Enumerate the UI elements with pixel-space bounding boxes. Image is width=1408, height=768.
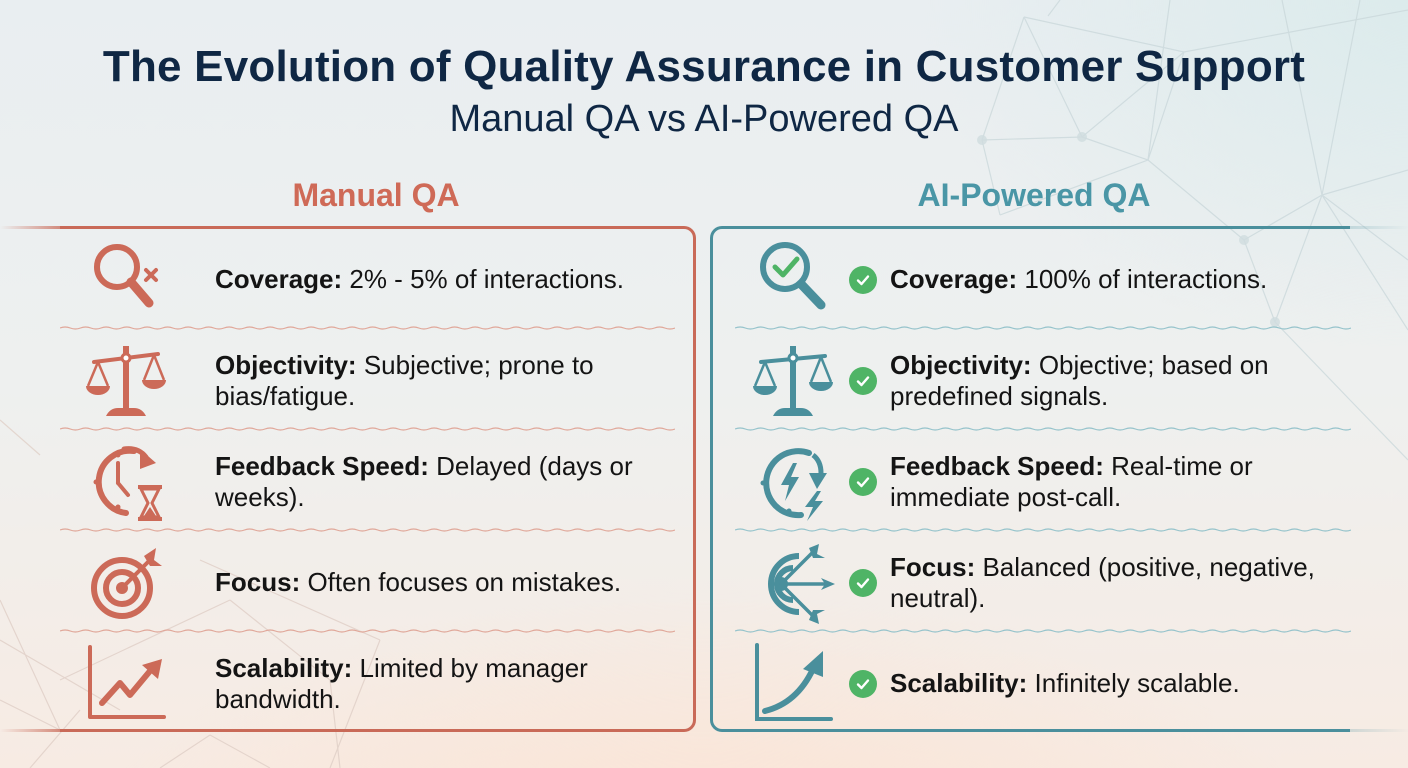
- check-icon: [849, 265, 877, 294]
- row-value: 2% - 5% of interactions.: [342, 264, 624, 294]
- manual-qa-heading: Manual QA: [292, 177, 460, 213]
- row-label: Objectivity:: [890, 349, 1032, 380]
- row-label: Focus:: [890, 551, 976, 582]
- row-value: Objective; based on predefined signals.: [890, 349, 1269, 411]
- row-value: Infinitely scalable.: [1027, 668, 1240, 698]
- ai-row-objectivity: Objectivity: Objective; based on predefi…: [713, 330, 1353, 431]
- check-icon: [849, 669, 877, 698]
- check-icon: [849, 568, 877, 597]
- ai-focus-text: Focus: Balanced (positive, negative, neu…: [890, 552, 1350, 614]
- row-label: Scalability:: [215, 652, 353, 683]
- manual-objectivity-text: Objectivity: Subjective; prone to bias/f…: [215, 350, 665, 412]
- curve-growth-chart-icon: [748, 639, 840, 729]
- row-label: Coverage:: [215, 264, 343, 294]
- manual-scalability-text: Scalability: Limited by manager bandwidt…: [215, 653, 665, 715]
- row-value: 100% of interactions.: [1017, 264, 1268, 294]
- row-divider: [60, 427, 675, 431]
- row-label: Scalability:: [890, 668, 1028, 698]
- ai-qa-panel: Coverage: 100% of interactions. Objectiv…: [710, 226, 1408, 734]
- ai-scalability-text: Scalability: Infinitely scalable.: [890, 668, 1350, 699]
- page-subtitle: Manual QA vs AI-Powered QA: [449, 98, 959, 140]
- row-value: Subjective; prone to bias/fatigue.: [215, 349, 594, 411]
- magnifier-check-icon: [748, 235, 840, 325]
- row-label: Coverage:: [890, 264, 1018, 294]
- manual-coverage-text: Coverage: 2% - 5% of interactions.: [215, 264, 665, 295]
- row-value: Delayed (days or weeks).: [215, 450, 633, 512]
- ai-row-feedback-speed: Feedback Speed: Real-time or immediate p…: [713, 431, 1353, 532]
- manual-row-scalability: Scalability: Limited by manager bandwidt…: [60, 633, 675, 734]
- manual-focus-text: Focus: Often focuses on mistakes.: [215, 567, 665, 598]
- row-value: Balanced (positive, negative, neutral).: [890, 551, 1315, 613]
- row-value: Often focuses on mistakes.: [300, 567, 622, 597]
- row-value: Real-time or immediate post-call.: [890, 450, 1253, 512]
- target-multi-arrow-icon: [748, 538, 840, 628]
- row-value: Limited by manager bandwidth.: [215, 652, 588, 714]
- row-divider: [60, 629, 675, 633]
- clock-lightning-icon: [748, 437, 840, 527]
- manual-row-coverage: Coverage: 2% - 5% of interactions.: [60, 229, 675, 330]
- scale-icon: [748, 336, 840, 426]
- ai-row-coverage: Coverage: 100% of interactions.: [713, 229, 1353, 330]
- ai-qa-heading: AI-Powered QA: [917, 177, 1151, 213]
- manual-row-feedback-speed: Feedback Speed: Delayed (days or weeks).: [60, 431, 675, 532]
- target-arrow-icon: [82, 538, 172, 628]
- check-icon: [849, 467, 877, 496]
- row-divider: [735, 629, 1351, 633]
- row-divider: [735, 326, 1351, 330]
- ai-row-focus: Focus: Balanced (positive, negative, neu…: [713, 532, 1353, 633]
- clock-hourglass-icon: [82, 437, 172, 527]
- row-divider: [60, 528, 675, 532]
- row-divider: [735, 528, 1351, 532]
- page-title: The Evolution of Quality Assurance in Cu…: [102, 42, 1306, 91]
- row-divider: [735, 427, 1351, 431]
- manual-row-objectivity: Objectivity: Subjective; prone to bias/f…: [60, 330, 675, 431]
- magnifier-x-icon: [82, 235, 172, 325]
- row-divider: [60, 326, 675, 330]
- row-label: Feedback Speed:: [890, 450, 1104, 481]
- manual-row-focus: Focus: Often focuses on mistakes.: [60, 532, 675, 633]
- row-label: Focus:: [215, 567, 301, 597]
- manual-qa-panel: Coverage: 2% - 5% of interactions. Objec…: [0, 226, 696, 734]
- ai-row-scalability: Scalability: Infinitely scalable.: [713, 633, 1353, 734]
- manual-feedback-speed-text: Feedback Speed: Delayed (days or weeks).: [215, 451, 665, 513]
- scale-icon: [82, 336, 172, 426]
- ai-objectivity-text: Objectivity: Objective; based on predefi…: [890, 350, 1350, 412]
- row-label: Feedback Speed:: [215, 450, 429, 481]
- ai-feedback-speed-text: Feedback Speed: Real-time or immediate p…: [890, 451, 1350, 513]
- check-icon: [849, 366, 877, 395]
- row-label: Objectivity:: [215, 349, 357, 380]
- ai-coverage-text: Coverage: 100% of interactions.: [890, 264, 1350, 295]
- zigzag-growth-chart-icon: [82, 639, 172, 729]
